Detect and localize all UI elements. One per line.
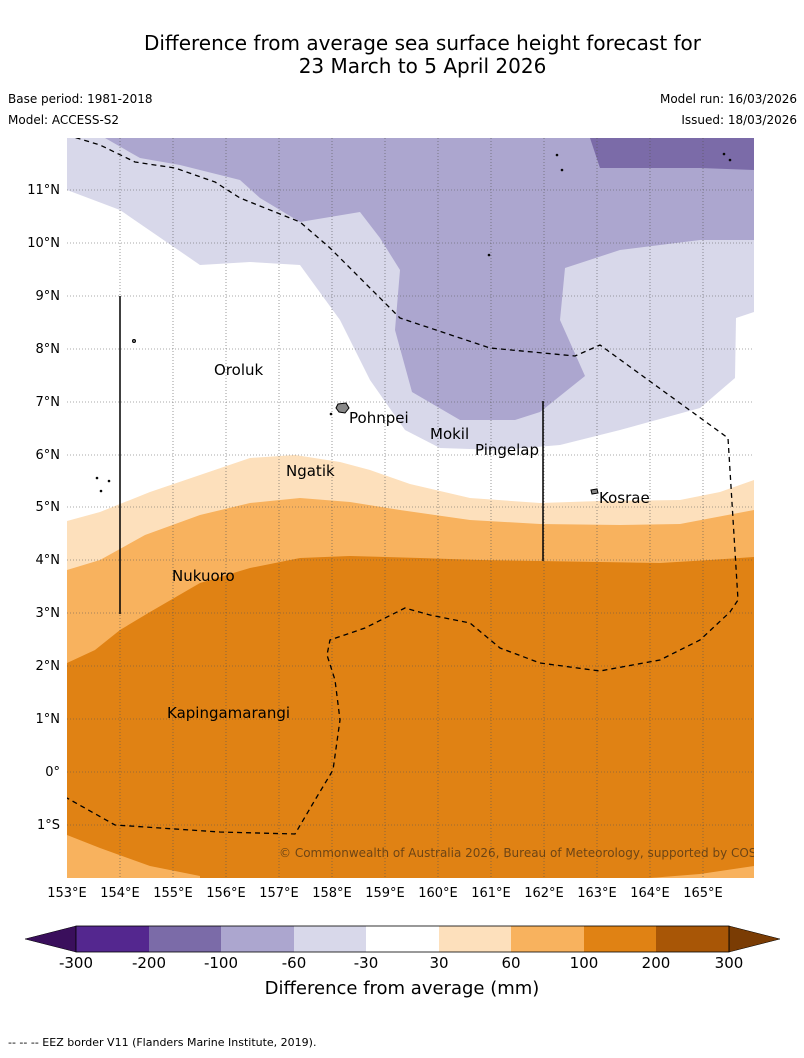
island-dot — [132, 339, 136, 343]
band-100-200 — [67, 556, 754, 878]
lon-label: 164°E — [630, 886, 670, 901]
title-line-1: Difference from average sea surface heig… — [143, 31, 702, 55]
island-dot — [722, 152, 726, 156]
lat-label: 3°N — [36, 606, 61, 621]
lat-gridlines — [67, 189, 754, 826]
lat-label: 4°N — [36, 553, 61, 568]
place-label-nukuoro: Nukuoro — [172, 567, 235, 585]
lon-label: 155°E — [153, 886, 193, 901]
lon-gridlines — [119, 138, 704, 878]
colorbar-label: Difference from average (mm) — [264, 978, 540, 999]
colorbar-segment — [656, 926, 729, 952]
island-dot — [555, 153, 559, 157]
lon-label: 154°E — [100, 886, 140, 901]
colorbar-segment — [439, 926, 511, 952]
band-60-100-southeast — [650, 866, 754, 878]
map-title: Difference from average sea surface heig… — [0, 32, 804, 78]
island-dot — [95, 476, 99, 480]
lon-label: 160°E — [418, 886, 458, 901]
colorbar-tick: 200 — [642, 954, 671, 972]
colorbar: -300 -200 -100 -60 -30 30 60 100 200 300 — [24, 925, 781, 972]
island-dot — [560, 168, 564, 172]
base-period: Base period: 1981-2018 — [8, 92, 153, 106]
place-label-kapingamarangi: Kapingamarangi — [167, 704, 290, 722]
place-label-kosrae: Kosrae — [599, 489, 650, 507]
latitude-axis: 11°N 10°N 9°N 8°N 7°N 6°N 5°N 4°N 3°N 2°… — [27, 183, 60, 833]
lat-label: 0° — [45, 765, 60, 780]
colorbar-segment — [221, 926, 294, 952]
lat-label: 11°N — [27, 183, 60, 198]
lon-label: 161°E — [471, 886, 511, 901]
colorbar-segment — [149, 926, 221, 952]
model-name: Model: ACCESS-S2 — [8, 113, 120, 127]
lat-label: 1°S — [37, 818, 60, 833]
place-label-oroluk: Oroluk — [214, 361, 263, 379]
issued-date: Issued: 18/03/2026 — [681, 113, 797, 127]
eez-legend-note: -- -- -- EEZ border V11 (Flanders Marine… — [8, 1036, 317, 1049]
colorbar-low-extend — [24, 925, 77, 953]
island-dot — [329, 412, 333, 416]
lon-label: 158°E — [312, 886, 352, 901]
lon-label: 153°E — [47, 886, 87, 901]
lon-label: 165°E — [683, 886, 723, 901]
band-minus100-minus60 — [105, 138, 754, 420]
lat-label: 7°N — [36, 395, 61, 410]
colorbar-tick: 300 — [715, 954, 744, 972]
pohnpei-island — [335, 402, 350, 414]
lat-label: 5°N — [36, 500, 61, 515]
lon-label: 157°E — [259, 886, 299, 901]
lon-label: 159°E — [365, 886, 405, 901]
colorbar-segment — [294, 926, 366, 952]
kosrae-island — [590, 488, 599, 495]
colorbar-tick: 60 — [501, 954, 520, 972]
lat-label: 9°N — [36, 289, 61, 304]
title-line-2: 23 March to 5 April 2026 — [298, 54, 547, 78]
longitude-axis: 153°E 154°E 155°E 156°E 157°E 158°E 159°… — [47, 886, 723, 901]
colorbar-segment — [76, 926, 149, 952]
island-dot — [728, 158, 732, 162]
band-60-100-south — [67, 835, 200, 878]
lat-label: 2°N — [36, 659, 61, 674]
colorbar-segment — [511, 926, 584, 952]
islands — [95, 152, 732, 495]
island-dot — [107, 479, 111, 483]
lat-label: 1°N — [36, 712, 61, 727]
colorbar-tick: -100 — [204, 954, 238, 972]
model-run: Model run: 16/03/2026 — [659, 92, 797, 106]
colorbar-segment — [584, 926, 656, 952]
colorbar-tick: -60 — [282, 954, 307, 972]
place-label-pohnpei: Pohnpei — [349, 409, 409, 427]
map-plot-area: Oroluk Pohnpei Mokil Pingelap Ngatik Kos… — [67, 138, 784, 878]
island-dot — [487, 253, 491, 257]
place-label-mokil: Mokil — [430, 425, 469, 443]
lat-label: 8°N — [36, 342, 61, 357]
copyright-notice: © Commonwealth of Australia 2026, Bureau… — [279, 846, 784, 860]
band-minus200-minus100 — [590, 138, 754, 170]
lat-label: 10°N — [27, 236, 60, 251]
lon-label: 156°E — [206, 886, 246, 901]
lon-label: 163°E — [577, 886, 617, 901]
colorbar-tick: -30 — [354, 954, 379, 972]
colorbar-tick: 100 — [570, 954, 599, 972]
colorbar-tick: -200 — [132, 954, 166, 972]
lat-label: 6°N — [36, 448, 61, 463]
colorbar-tick: 30 — [429, 954, 448, 972]
island-dot — [99, 489, 103, 493]
eez-border — [67, 138, 739, 835]
colorbar-high-extend — [728, 925, 781, 953]
colorbar-ticks: -300 -200 -100 -60 -30 30 60 100 200 300 — [59, 954, 743, 972]
colorbar-segment — [366, 926, 439, 952]
place-label-ngatik: Ngatik — [286, 462, 335, 480]
lon-label: 162°E — [524, 886, 564, 901]
place-label-pingelap: Pingelap — [475, 441, 539, 459]
colorbar-tick: -300 — [59, 954, 93, 972]
